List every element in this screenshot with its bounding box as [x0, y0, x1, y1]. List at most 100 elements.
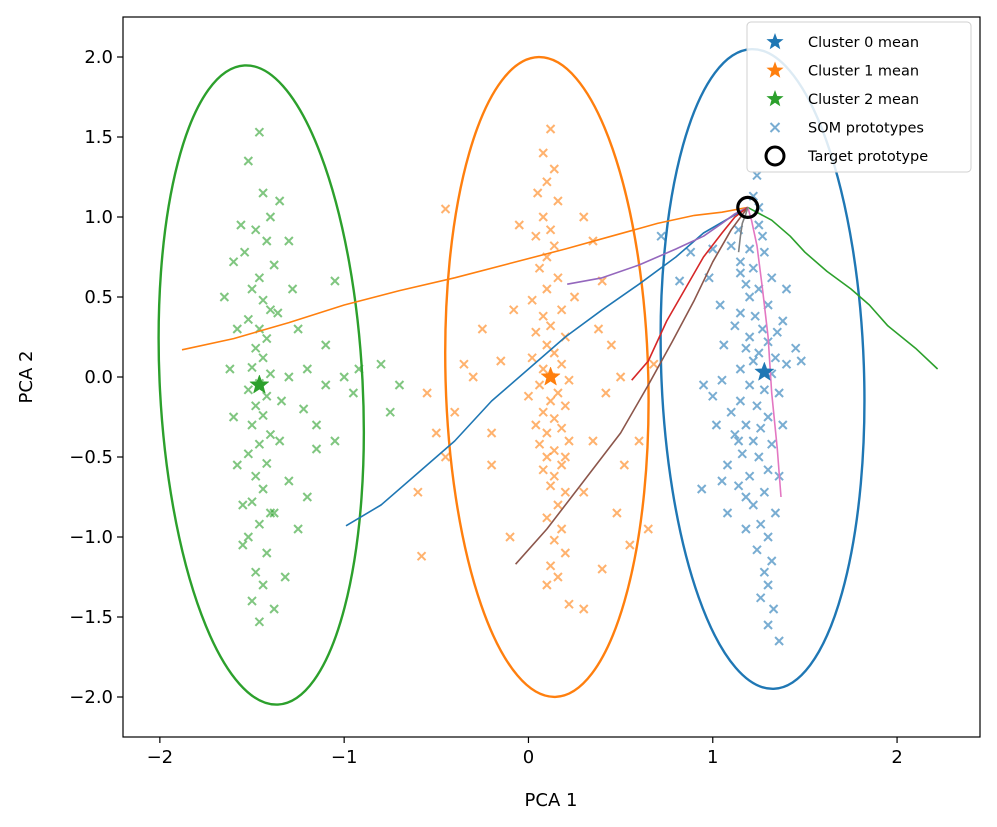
x-tick-label: 0 [523, 747, 534, 768]
prototype-point [549, 164, 559, 174]
prototype-point [225, 364, 235, 374]
legend-label: SOM prototypes [808, 121, 924, 137]
prototype-point [298, 404, 309, 414]
prototype-point [796, 356, 806, 366]
prototype-point [459, 359, 469, 369]
prototype-point [763, 580, 773, 590]
prototype-point [265, 212, 276, 222]
prototype-point [534, 380, 545, 390]
prototype-point [717, 375, 727, 385]
prototype-point [538, 364, 548, 374]
prototype-point [763, 465, 773, 475]
legend-star-icon [766, 90, 784, 107]
prototype-point [772, 327, 782, 337]
prototype-point [549, 471, 559, 481]
y-tick-label: 1.0 [84, 207, 113, 228]
prototype-point [545, 124, 556, 134]
prototype-point [674, 276, 685, 286]
prototype-point [509, 305, 519, 315]
prototype-point [560, 487, 571, 497]
prototype-point [250, 225, 261, 235]
prototype-point [754, 452, 764, 462]
y-tick-label: 1.5 [84, 127, 113, 148]
prototype-point [542, 580, 552, 590]
prototype-point [542, 340, 552, 350]
prototype-point [302, 492, 313, 502]
prototype-point [763, 412, 773, 422]
prototype-point [556, 524, 567, 534]
prototype-point [269, 604, 279, 614]
prototype-point [722, 460, 733, 470]
prototype-point [542, 428, 552, 438]
prototype-point [717, 476, 727, 486]
prototype-point [553, 388, 563, 398]
prototype-point [262, 458, 272, 469]
prototype-point [258, 353, 268, 363]
prototype-point [564, 599, 574, 609]
prototype-point [593, 324, 604, 334]
prototype-point [238, 540, 248, 550]
prototype-point [486, 460, 497, 470]
prototype-point [284, 372, 294, 382]
prototype-point [726, 241, 736, 251]
prototype-point [247, 497, 257, 507]
prototype-point [243, 385, 254, 395]
prototype-point [258, 188, 268, 198]
prototype-point [606, 340, 617, 350]
cluster-ellipse-1 [444, 55, 650, 699]
trajectory-line-4 [631, 206, 749, 381]
prototype-point [752, 170, 762, 181]
prototype-point [735, 364, 746, 374]
prototype-point [258, 580, 268, 590]
prototype-point [759, 487, 770, 497]
prototype-point [748, 436, 759, 446]
prototype-point [287, 284, 298, 294]
prototype-point [243, 156, 254, 166]
prototype-point [532, 188, 543, 198]
prototype-point [755, 593, 766, 603]
prototype-point [262, 391, 272, 401]
prototype-point [254, 519, 265, 529]
prototype-point [741, 420, 751, 430]
prototype-point [534, 263, 545, 273]
prototype-point [243, 314, 254, 325]
cluster-ellipse-2 [157, 64, 366, 706]
prototype-point [643, 524, 653, 534]
prototype-point [597, 564, 607, 574]
prototype-point [265, 305, 276, 315]
prototype-point [685, 247, 696, 257]
prototype-point [741, 524, 751, 534]
x-tick-label: 1 [707, 747, 718, 768]
prototype-point [757, 231, 768, 241]
prototype-point [744, 244, 755, 254]
prototype-point [496, 356, 506, 366]
prototype-point [413, 487, 423, 497]
trajectory-line-1 [345, 206, 749, 527]
prototype-point [741, 492, 751, 502]
prototype-point [394, 380, 405, 390]
prototype-point [250, 343, 261, 353]
prototype-point [265, 429, 276, 440]
prototype-point [239, 247, 250, 257]
trajectory-line-2 [567, 206, 749, 285]
x-tick-label: −1 [331, 747, 358, 768]
legend-x-icon [769, 122, 781, 133]
prototype-point [293, 324, 303, 334]
prototype-point [744, 380, 755, 390]
prototype-point [523, 391, 534, 401]
prototype-point [549, 241, 559, 251]
prototype-point [774, 388, 784, 398]
prototypes-cluster-2 [219, 127, 405, 627]
prototype-point [737, 449, 747, 459]
prototype-point [711, 420, 722, 430]
prototype-point [564, 436, 574, 446]
prototype-point [741, 279, 751, 289]
prototype-point [265, 369, 276, 379]
prototype-point [615, 372, 626, 382]
prototype-point [284, 476, 294, 486]
prototype-point [649, 359, 659, 369]
prototype-point [250, 471, 261, 481]
prototype-point [560, 452, 571, 462]
prototype-point [708, 244, 718, 254]
